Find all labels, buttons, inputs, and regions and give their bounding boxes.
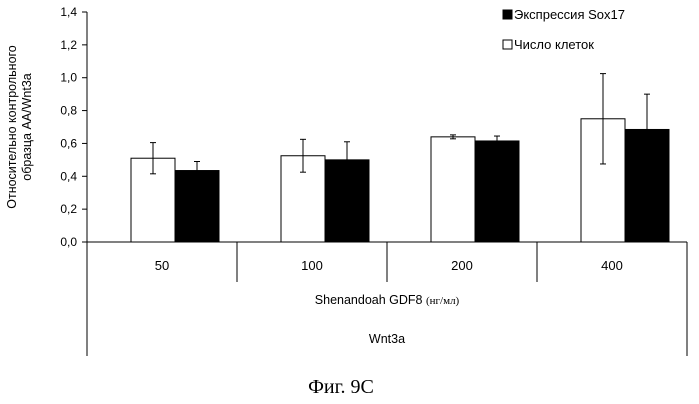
bar-sox17-expression xyxy=(174,170,220,243)
y-tick-label: 0,8 xyxy=(60,104,77,118)
x-axis-label: Shenandoah GDF8 (нг/мл) xyxy=(315,293,460,307)
bar-cell-count xyxy=(430,136,476,243)
category-table: 50 100 200 400 xyxy=(86,241,688,356)
y-tick-label: 1,4 xyxy=(60,5,77,19)
legend-label-cells: Число клеток xyxy=(514,37,594,52)
y-axis-label: Относительно контрольного образца AA/Wnt… xyxy=(5,45,34,209)
y-axis: 0,0 0,2 0,4 0,6 0,8 1,0 1,2 1,4 xyxy=(60,5,88,249)
figure-caption: Фиг. 9C xyxy=(308,376,374,398)
legend-swatch-sox17 xyxy=(502,9,513,20)
x-axis-label-main: Shenandoah GDF8 xyxy=(315,293,423,307)
x-category-label: 400 xyxy=(601,258,623,273)
y-tick-label: 1,2 xyxy=(60,38,77,52)
y-tick-label: 0,6 xyxy=(60,136,77,150)
x-axis-label-units: (нг/мл) xyxy=(426,295,460,307)
y-tick-label: 0,0 xyxy=(60,235,77,249)
bars-group xyxy=(130,73,670,243)
x-axis-group-label: Wnt3a xyxy=(369,332,405,346)
legend: Экспрессия Sox17 Число клеток xyxy=(502,7,625,52)
x-category-label: 200 xyxy=(451,258,473,273)
x-category-label: 50 xyxy=(155,258,169,273)
bar-sox17-expression xyxy=(474,140,520,243)
y-axis-label-line2: образца AA/Wnt3a xyxy=(20,73,34,181)
x-category-label: 100 xyxy=(301,258,323,273)
legend-label-sox17: Экспрессия Sox17 xyxy=(514,7,625,22)
y-tick-label: 0,2 xyxy=(60,202,77,216)
legend-swatch-cells xyxy=(502,39,513,50)
y-tick-label: 0,4 xyxy=(60,169,77,183)
y-tick-label: 1,0 xyxy=(60,71,77,85)
y-axis-label-line1: Относительно контрольного xyxy=(5,45,19,209)
